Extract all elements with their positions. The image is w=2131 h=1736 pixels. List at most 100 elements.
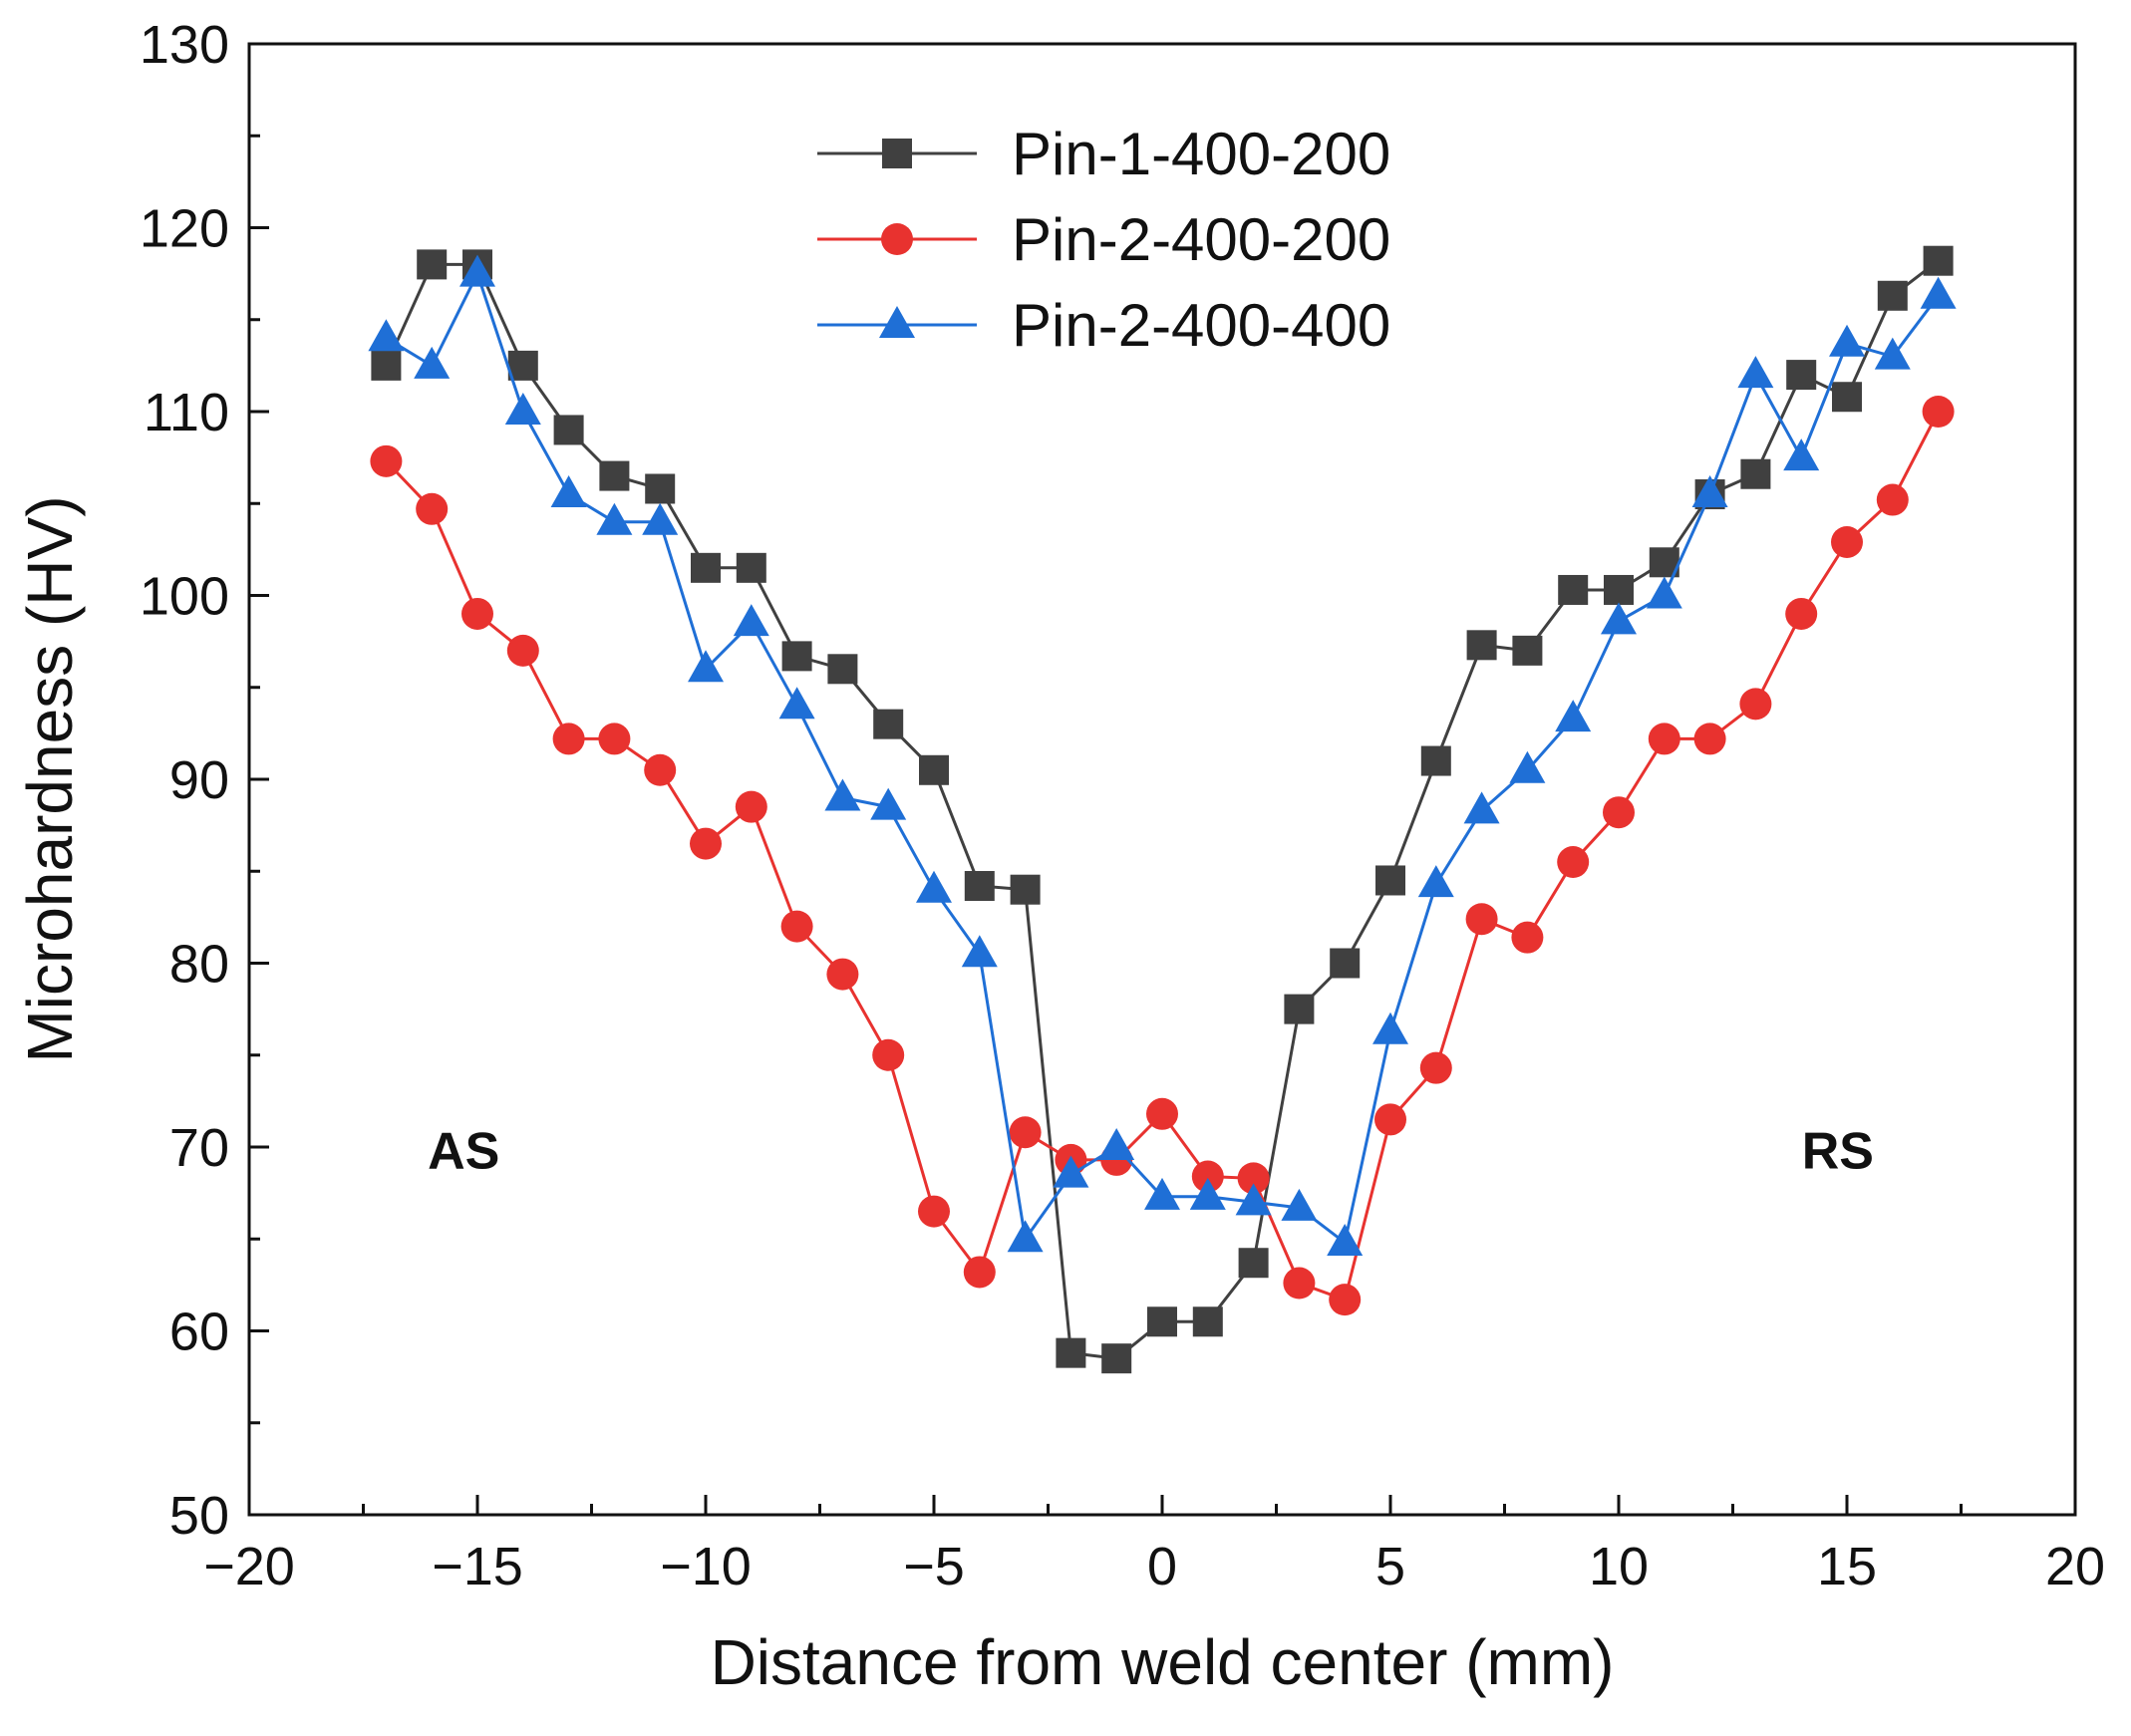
y-tick-label: 130 <box>140 15 229 75</box>
data-point <box>736 552 766 583</box>
data-point <box>459 254 495 287</box>
annotation-layer: AS RS <box>428 1123 1874 1181</box>
y-tick-label: 70 <box>169 1118 229 1178</box>
x-tick-label: −5 <box>903 1537 965 1596</box>
data-point <box>733 604 769 637</box>
x-tick-label: −15 <box>432 1537 523 1596</box>
x-tick-label: 20 <box>2045 1537 2105 1596</box>
annotation-as: AS <box>428 1123 499 1181</box>
data-point <box>1191 1160 1224 1193</box>
data-point <box>1463 791 1500 824</box>
series-Pin-2-400-200 <box>370 396 1955 1316</box>
data-point <box>1417 865 1454 898</box>
data-point <box>916 870 952 903</box>
data-point <box>919 754 949 785</box>
data-point <box>504 393 541 425</box>
data-point <box>778 687 815 720</box>
data-point <box>691 552 721 583</box>
data-point <box>1101 1343 1132 1374</box>
data-point <box>506 634 539 667</box>
x-axis-label: Distance from weld center (mm) <box>711 1626 1615 1698</box>
data-point <box>1829 324 1865 357</box>
data-point <box>1832 382 1862 413</box>
data-point <box>368 319 405 352</box>
data-point <box>1740 458 1771 489</box>
legend: Pin-1-400-200 Pin-2-400-200 Pin-2-400-400 <box>817 121 1390 359</box>
data-point <box>1189 1177 1226 1210</box>
data-point <box>371 350 402 381</box>
data-point <box>1009 1116 1042 1149</box>
data-point <box>1329 1284 1362 1316</box>
data-point <box>735 790 767 823</box>
data-point <box>417 249 448 280</box>
data-point <box>964 871 995 902</box>
data-point <box>1920 276 1957 309</box>
data-point <box>873 709 904 739</box>
data-point <box>1007 1220 1044 1253</box>
data-point <box>688 650 724 683</box>
data-point <box>1648 723 1680 755</box>
data-point <box>690 827 722 860</box>
data-point <box>645 473 676 504</box>
series-Pin-2-400-400 <box>368 254 1957 1256</box>
data-point <box>1238 1248 1269 1279</box>
data-point <box>644 753 677 786</box>
data-point <box>1284 994 1315 1024</box>
data-point <box>416 492 449 525</box>
data-point <box>1603 796 1635 829</box>
data-point <box>1465 903 1498 936</box>
data-point <box>1147 1306 1177 1337</box>
legend-label: Pin-1-400-200 <box>1012 121 1390 187</box>
legend-marker <box>879 306 915 338</box>
data-point <box>1372 1012 1408 1044</box>
data-point <box>598 723 631 755</box>
data-point <box>1512 635 1543 666</box>
data-point <box>826 958 859 991</box>
data-point <box>1557 846 1590 879</box>
data-point <box>596 502 633 535</box>
data-point <box>1283 1267 1316 1300</box>
data-point <box>1601 602 1637 635</box>
data-point <box>1192 1306 1223 1337</box>
data-point <box>1874 337 1911 370</box>
data-point <box>1144 1177 1180 1210</box>
data-point <box>1146 1097 1178 1130</box>
data-point <box>1558 574 1589 605</box>
data-point <box>1877 280 1908 311</box>
data-point <box>827 654 858 685</box>
data-point <box>550 475 587 508</box>
y-axis-label: Microhardness (HV) <box>14 495 86 1062</box>
legend-entry: Pin-2-400-400 <box>817 292 1390 359</box>
legend-entry: Pin-1-400-200 <box>817 121 1390 187</box>
data-point <box>1010 874 1041 905</box>
axes-layer: −20 −15 −10 −5 0 5 10 15 20 50 60 70 80 90 100 110 120 13… <box>140 15 2105 1596</box>
legend-entry: Pin-2-400-200 <box>817 206 1390 273</box>
data-point <box>1509 750 1546 783</box>
data-point <box>642 502 679 535</box>
y-tick-label: 50 <box>169 1486 229 1546</box>
data-point <box>553 415 584 445</box>
data-point <box>1374 1103 1406 1136</box>
x-tick-label: 0 <box>1147 1537 1177 1596</box>
y-tick-label: 90 <box>169 750 229 810</box>
data-point <box>1646 576 1682 609</box>
data-point <box>1785 597 1818 630</box>
data-point <box>1053 1155 1089 1188</box>
data-point <box>1235 1183 1272 1216</box>
data-point <box>1237 1162 1270 1195</box>
data-point <box>1056 1337 1086 1368</box>
data-point <box>918 1195 950 1228</box>
x-tick-label: 5 <box>1375 1537 1405 1596</box>
x-tick-label: −10 <box>660 1537 752 1596</box>
x-tick-label: −20 <box>203 1537 295 1596</box>
y-tick-label: 100 <box>140 567 229 627</box>
data-point <box>1098 1128 1135 1160</box>
data-point <box>963 1256 996 1289</box>
data-point <box>1831 525 1863 558</box>
data-point <box>961 935 998 968</box>
series-layer <box>368 245 1957 1374</box>
legend-marker <box>881 223 913 255</box>
data-point <box>780 910 813 943</box>
